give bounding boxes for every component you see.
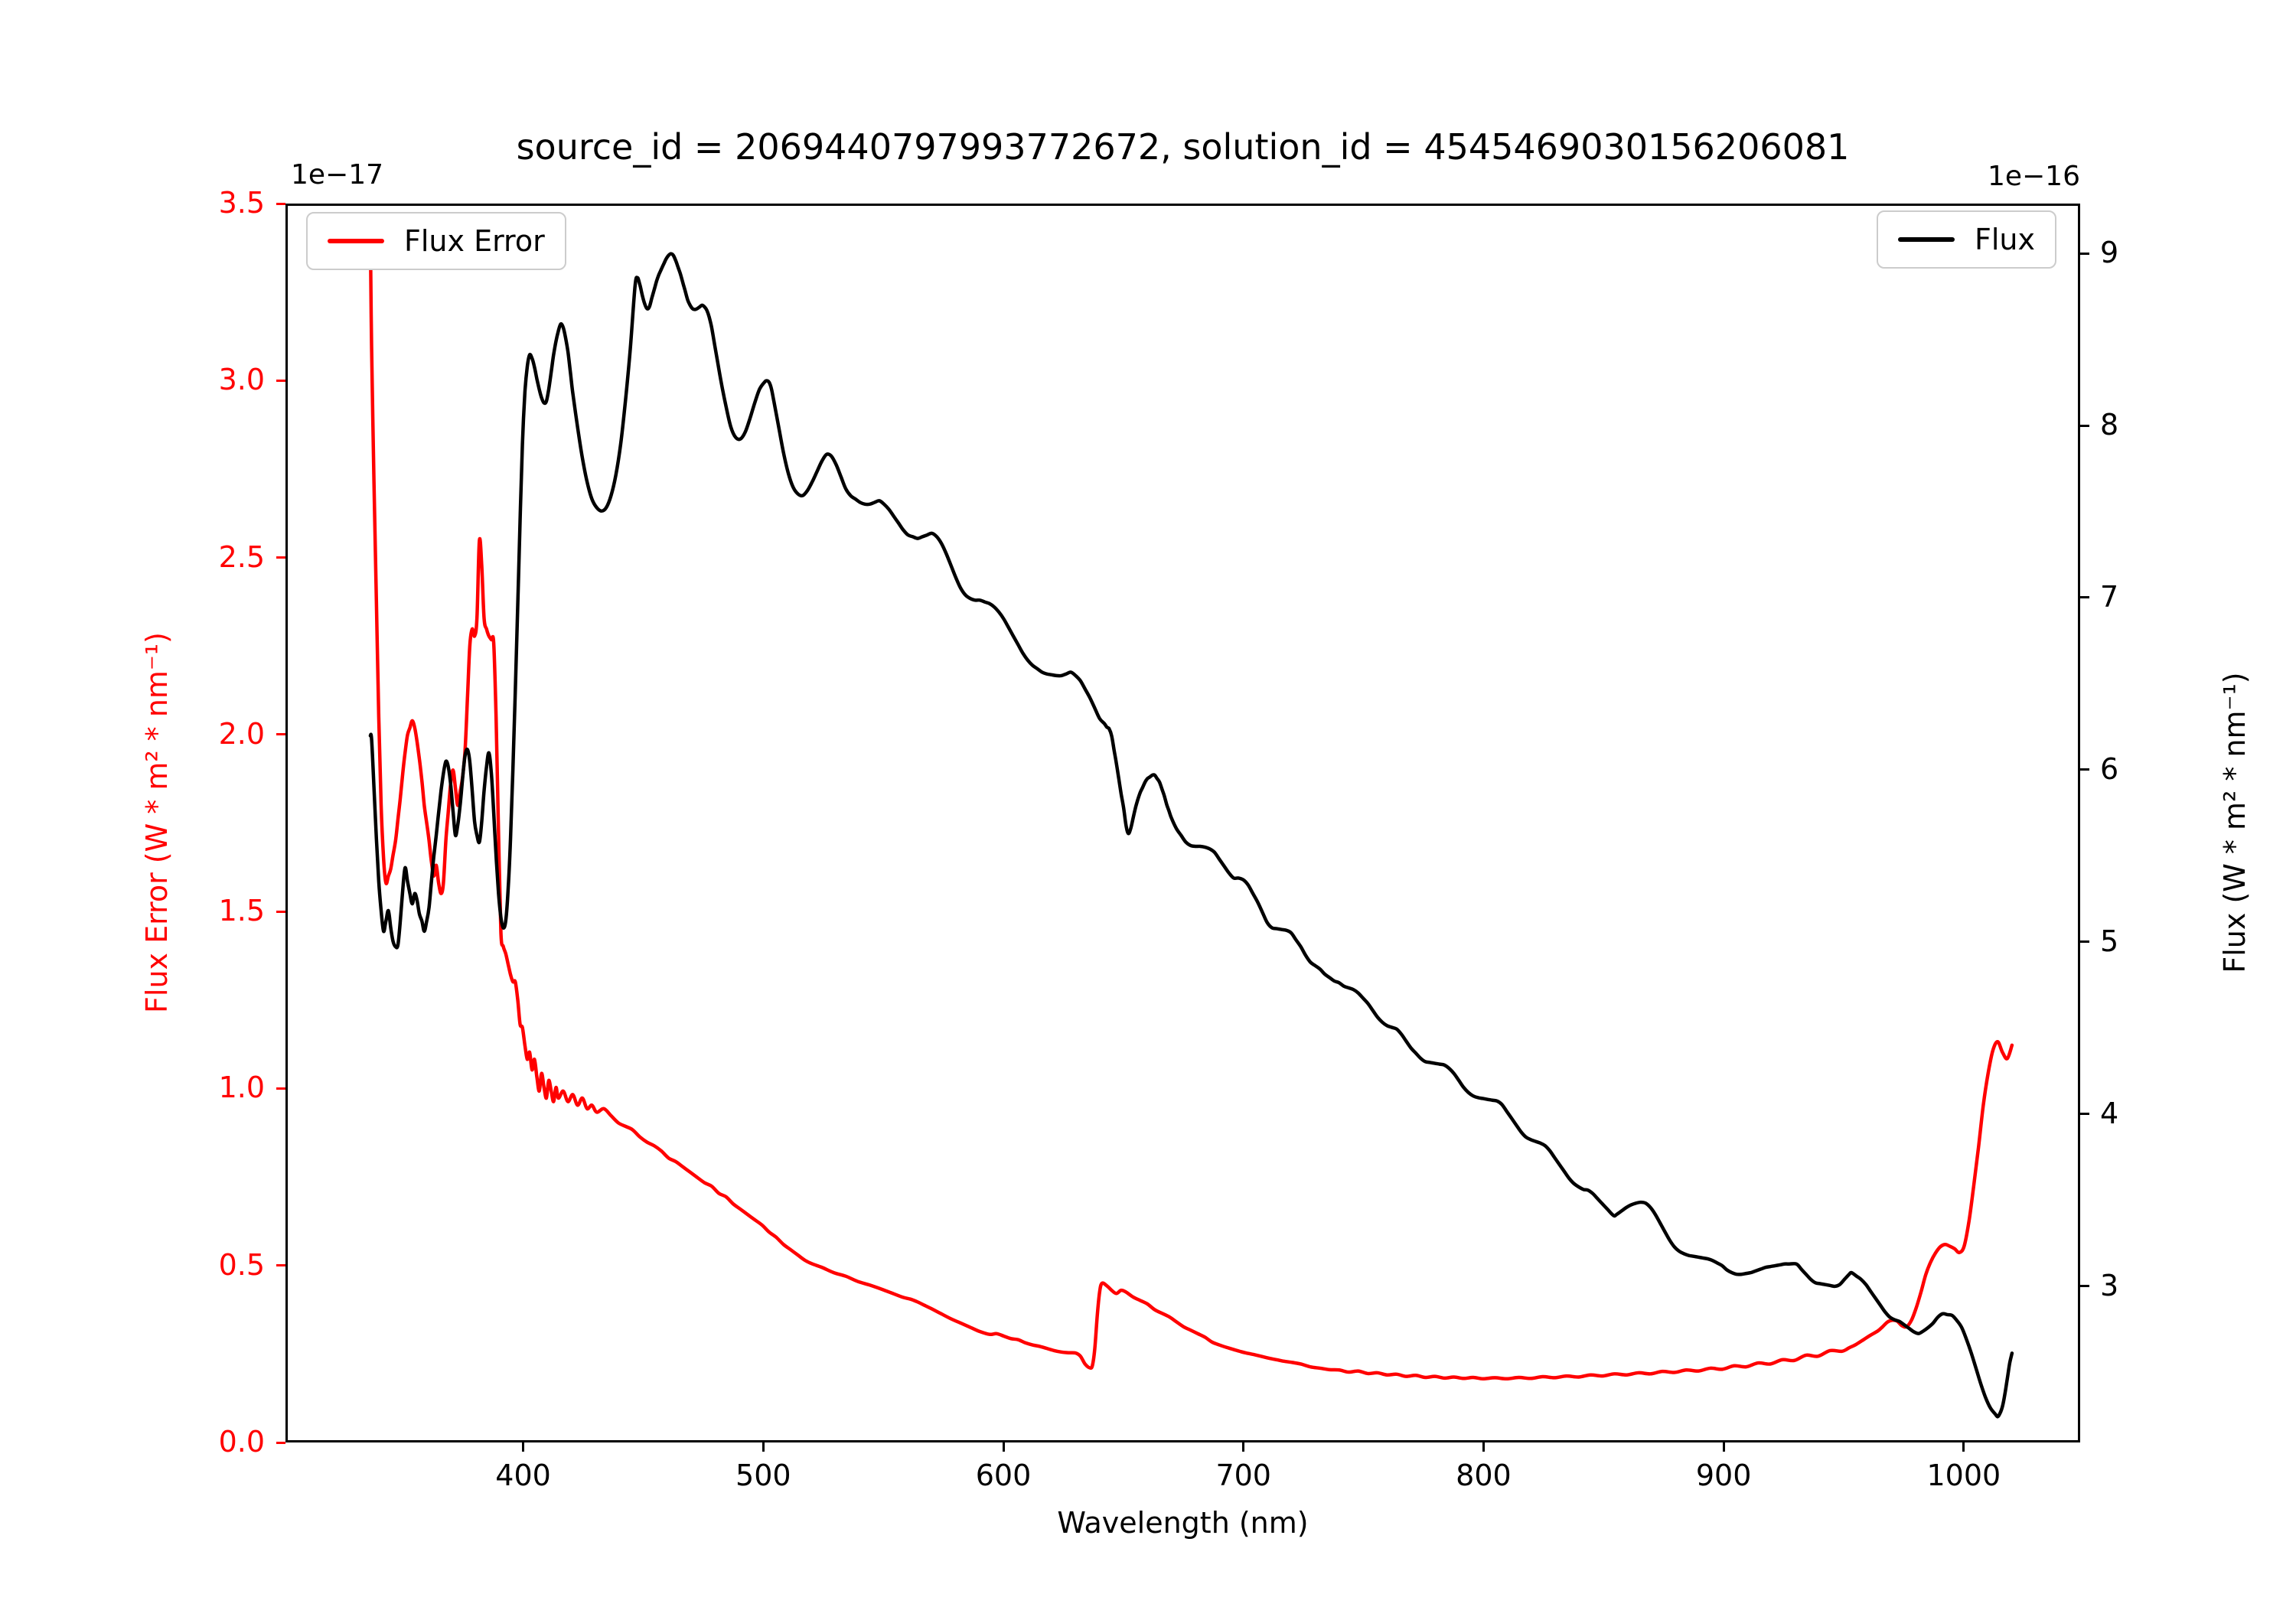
- left-y-tick-label: 0.0: [218, 1425, 265, 1459]
- right-y-tick: [2080, 596, 2089, 599]
- left-axis-offset-label: 1e−17: [291, 159, 384, 191]
- right-y-tick-label: 3: [2100, 1268, 2119, 1302]
- x-tick-label: 800: [1456, 1459, 1512, 1492]
- left-y-tick: [276, 379, 285, 382]
- right-y-tick: [2080, 252, 2089, 255]
- flux-legend-label: Flux: [1975, 223, 2035, 256]
- flux-legend-line: [1898, 237, 1955, 242]
- legend-flux-error: Flux Error: [306, 212, 566, 270]
- left-y-tick: [276, 1264, 285, 1267]
- right-y-tick: [2080, 1113, 2089, 1116]
- x-tick-label: 1000: [1926, 1459, 2001, 1492]
- right-y-tick: [2080, 768, 2089, 771]
- flux-error-legend-label: Flux Error: [404, 224, 545, 258]
- x-axis-label: Wavelength (nm): [1057, 1506, 1309, 1540]
- left-y-tick: [276, 733, 285, 736]
- chart-title: source_id = 2069440797993772672, solutio…: [516, 126, 1850, 168]
- right-axis-label: Flux (W * m² * nm⁻¹): [2218, 672, 2252, 973]
- x-tick-label: 400: [495, 1459, 551, 1492]
- left-y-tick-label: 2.5: [218, 539, 265, 574]
- left-y-tick: [276, 202, 285, 205]
- right-y-tick: [2080, 940, 2089, 944]
- right-y-tick: [2080, 424, 2089, 427]
- right-y-tick-label: 7: [2100, 579, 2119, 614]
- right-y-tick-label: 5: [2100, 924, 2119, 958]
- x-tick-label: 500: [735, 1459, 791, 1492]
- left-y-tick-label: 1.0: [218, 1071, 265, 1105]
- right-y-tick-label: 6: [2100, 751, 2119, 786]
- left-y-tick-label: 3.0: [218, 363, 265, 397]
- right-axis-offset-label: 1e−16: [1987, 161, 2080, 192]
- right-y-tick-label: 4: [2100, 1096, 2119, 1130]
- x-tick: [762, 1442, 765, 1452]
- x-tick: [522, 1442, 525, 1452]
- right-y-tick-label: 9: [2100, 236, 2119, 270]
- left-y-tick: [276, 910, 285, 913]
- right-y-tick: [2080, 1285, 2089, 1288]
- flux-line: [368, 252, 2014, 1419]
- x-tick: [1962, 1442, 1965, 1452]
- left-y-tick-label: 1.5: [218, 894, 265, 928]
- left-y-tick-label: 0.5: [218, 1247, 265, 1282]
- left-axis-label: Flux Error (W * m² * nm⁻¹): [140, 632, 174, 1013]
- left-y-tick-label: 3.5: [218, 186, 265, 220]
- left-y-tick: [276, 556, 285, 559]
- left-y-tick: [276, 1087, 285, 1090]
- x-tick: [1242, 1442, 1245, 1452]
- x-tick-label: 600: [975, 1459, 1032, 1492]
- x-tick: [1002, 1442, 1005, 1452]
- plot-area: Flux Error Flux: [285, 204, 2080, 1442]
- left-y-tick: [276, 1441, 285, 1444]
- right-y-tick-label: 8: [2100, 408, 2119, 442]
- x-tick-label: 900: [1695, 1459, 1752, 1492]
- flux-error-legend-line: [328, 239, 384, 243]
- plot-canvas: [368, 232, 2014, 1419]
- left-y-tick-label: 2.0: [218, 716, 265, 751]
- x-tick: [1482, 1442, 1485, 1452]
- flux-error-line: [368, 232, 2014, 1381]
- x-tick: [1722, 1442, 1725, 1452]
- legend-flux: Flux: [1877, 210, 2056, 269]
- x-tick-label: 700: [1215, 1459, 1271, 1492]
